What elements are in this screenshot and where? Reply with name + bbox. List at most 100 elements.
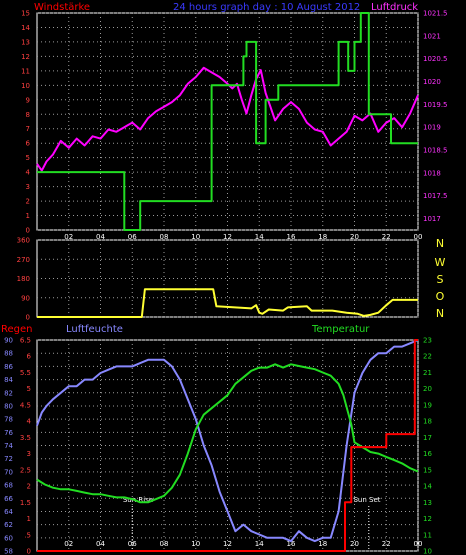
temperature-line xyxy=(36,363,419,504)
pressure-y-tick-label: 1018.5 xyxy=(423,147,448,155)
bottom-x-tick-label: 02 xyxy=(64,540,73,548)
wind-y-tick-label: 12 xyxy=(21,53,30,61)
rain-y-tick-label: 3.5 xyxy=(20,434,31,442)
bottom-x-tick-label: 22 xyxy=(382,540,391,548)
rain-y-tick-label: 1 xyxy=(27,515,31,523)
bottom-x-tick-label: 08 xyxy=(160,540,169,548)
pressure-y-tick-label: 1021.5 xyxy=(423,10,448,18)
wind-y-tick-label: 13 xyxy=(21,38,30,46)
wind-y-tick-label: 5 xyxy=(26,154,30,162)
rain-line xyxy=(37,339,418,552)
bottom-x-tick-label: 12 xyxy=(223,540,232,548)
temperature-y-tick-label: 14 xyxy=(423,483,432,491)
temperature-y-tick-label: 17 xyxy=(423,434,432,442)
top-x-tick-label: 02 xyxy=(64,233,73,241)
temperature-y-tick-label: 12 xyxy=(423,515,432,523)
wind-speed-line xyxy=(37,12,418,231)
pressure-y-tick-label: 1019.5 xyxy=(423,101,448,109)
direction-y-tick-label: 0 xyxy=(26,314,30,322)
wind-y-tick-label: 4 xyxy=(26,169,31,177)
rain-y-tick-label: 2 xyxy=(27,483,31,491)
humidity-y-tick-label: 76 xyxy=(4,429,13,437)
temperature-y-tick-label: 22 xyxy=(423,353,432,361)
top-x-tick-label: 18 xyxy=(318,233,327,241)
pressure-y-tick-label: 1019 xyxy=(423,124,441,132)
wind-y-tick-label: 8 xyxy=(26,111,30,119)
direction-y-tick-label: 90 xyxy=(21,294,30,302)
chart-marks: 012345678910111213141510171017.510181018… xyxy=(4,10,447,555)
humidity-y-tick-label: 88 xyxy=(4,350,13,358)
humidity-y-tick-label: 58 xyxy=(4,548,13,555)
temperature-y-tick-label: 21 xyxy=(423,369,432,377)
temperature-y-tick-label: 18 xyxy=(423,418,432,426)
wind-axis-label: Windstärke xyxy=(34,2,90,13)
humidity-y-tick-label: 74 xyxy=(4,442,13,450)
rain-y-tick-label: 5 xyxy=(27,385,31,393)
top-x-tick-label: 22 xyxy=(382,233,391,241)
wind-y-tick-label: 3 xyxy=(26,183,30,191)
bottom-x-tick-label: 14 xyxy=(255,540,264,548)
humidity-y-tick-label: 64 xyxy=(4,508,13,516)
compass-label-n-top: N xyxy=(436,237,444,250)
top-x-tick-label: 14 xyxy=(255,233,264,241)
compass-label-w: W xyxy=(435,256,446,269)
bottom-x-tick-label: 10 xyxy=(191,540,200,548)
temperature-y-tick-label: 23 xyxy=(423,337,432,345)
top-x-tick-label: 10 xyxy=(191,233,200,241)
top-x-tick-label: 20 xyxy=(350,233,359,241)
pressure-axis-label: Luftdruck xyxy=(371,2,418,13)
rain-y-tick-label: 2.5 xyxy=(20,466,31,474)
bottom-x-tick-label: 20 xyxy=(350,540,359,548)
rain-y-tick-label: 1.5 xyxy=(20,499,31,507)
chart-title: 24 hours graph day : 10 August 2012 xyxy=(173,2,360,13)
top-x-tick-label: 16 xyxy=(287,233,296,241)
humidity-y-tick-label: 60 xyxy=(4,534,13,542)
sunrise-label: Sun Rise xyxy=(123,496,153,504)
temperature-axis-label: Temperatur xyxy=(311,324,370,335)
bottom-x-tick-label: 00 xyxy=(414,540,423,548)
humidity-y-tick-label: 62 xyxy=(4,521,13,529)
top-x-tick-label: 04 xyxy=(96,233,105,241)
humidity-y-tick-label: 90 xyxy=(4,337,13,345)
wind-direction-line xyxy=(37,288,418,318)
humidity-y-tick-label: 78 xyxy=(4,416,13,424)
humidity-y-tick-label: 70 xyxy=(4,468,13,476)
wind-y-tick-label: 1 xyxy=(26,212,30,220)
bottom-x-tick-label: 06 xyxy=(128,540,137,548)
wind-y-tick-label: 15 xyxy=(21,10,30,18)
rain-y-tick-label: 5.5 xyxy=(20,369,31,377)
temperature-y-tick-label: 20 xyxy=(423,385,432,393)
pressure-y-tick-label: 1017.5 xyxy=(423,192,448,200)
bottom-x-tick-label: 04 xyxy=(96,540,105,548)
wind-y-tick-label: 2 xyxy=(26,198,30,206)
humidity-line xyxy=(36,339,419,543)
bottom-x-tick-label: 18 xyxy=(318,540,327,548)
compass-label-o: O xyxy=(436,290,445,303)
humidity-y-tick-label: 86 xyxy=(4,363,13,371)
humidity-y-tick-label: 80 xyxy=(4,402,13,410)
rain-y-tick-label: 6 xyxy=(27,353,32,361)
mid-panel-frame xyxy=(36,239,419,318)
compass-label-s: S xyxy=(437,273,444,286)
rain-y-tick-label: 3 xyxy=(27,450,31,458)
compass-label-n-bottom: N xyxy=(436,307,444,320)
wind-y-tick-label: 9 xyxy=(26,96,30,104)
temperature-y-tick-label: 16 xyxy=(423,450,432,458)
rain-y-tick-label: 4 xyxy=(27,418,32,426)
bottom-x-tick-label: 16 xyxy=(287,540,296,548)
pressure-line xyxy=(36,66,419,172)
pressure-y-tick-label: 1020.5 xyxy=(423,55,448,63)
humidity-y-tick-label: 82 xyxy=(4,389,13,397)
wind-y-tick-label: 10 xyxy=(21,82,30,90)
top-x-tick-label: 06 xyxy=(128,233,137,241)
sunset-label: Sun Set xyxy=(353,496,380,504)
temperature-y-tick-label: 15 xyxy=(423,466,432,474)
pressure-y-tick-label: 1020 xyxy=(423,78,441,86)
temperature-y-tick-label: 10 xyxy=(423,548,432,555)
temperature-y-tick-label: 13 xyxy=(423,499,432,507)
rain-y-tick-label: 4.5 xyxy=(20,401,31,409)
direction-y-tick-label: 180 xyxy=(17,275,30,283)
wind-y-tick-label: 7 xyxy=(26,125,30,133)
direction-y-tick-label: 360 xyxy=(17,237,30,245)
